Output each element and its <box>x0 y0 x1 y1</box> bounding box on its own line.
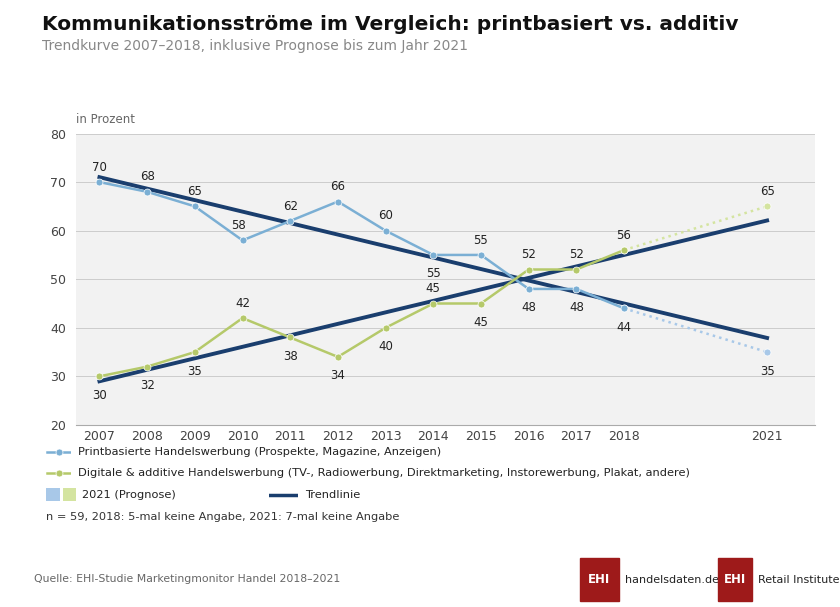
Text: Printbasierte Handelswerbung (Prospekte, Magazine, Anzeigen): Printbasierte Handelswerbung (Prospekte,… <box>78 447 441 457</box>
Text: handelsdaten.de: handelsdaten.de <box>625 575 719 585</box>
Text: 52: 52 <box>522 248 536 261</box>
Text: 60: 60 <box>378 209 393 222</box>
Text: 35: 35 <box>759 365 774 378</box>
Bar <box>580 558 618 601</box>
Text: EHI: EHI <box>724 573 746 586</box>
Text: EHI: EHI <box>588 573 610 586</box>
Text: 66: 66 <box>330 180 345 193</box>
Text: Digitale & additive Handelswerbung (TV-, Radiowerbung, Direktmarketing, Instorew: Digitale & additive Handelswerbung (TV-,… <box>78 469 690 478</box>
Text: Retail Institute®: Retail Institute® <box>758 575 840 585</box>
Text: Trendlinie: Trendlinie <box>305 490 360 500</box>
Text: 55: 55 <box>474 234 488 246</box>
Text: 52: 52 <box>569 248 584 261</box>
Text: 2021 (Prognose): 2021 (Prognose) <box>82 490 176 500</box>
Text: in Prozent: in Prozent <box>76 113 134 126</box>
Text: 48: 48 <box>569 302 584 314</box>
Bar <box>718 558 753 601</box>
Text: 42: 42 <box>235 297 250 310</box>
Text: Quelle: EHI-Studie Marketingmonitor Handel 2018–2021: Quelle: EHI-Studie Marketingmonitor Hand… <box>34 574 340 584</box>
Text: 55: 55 <box>426 268 441 280</box>
Text: 58: 58 <box>231 219 246 232</box>
Text: Kommunikationsströme im Vergleich: printbasiert vs. additiv: Kommunikationsströme im Vergleich: print… <box>42 15 738 34</box>
Text: 56: 56 <box>617 229 632 242</box>
Text: 44: 44 <box>617 321 632 334</box>
Text: 38: 38 <box>283 350 297 363</box>
Text: 65: 65 <box>187 185 202 198</box>
Text: 45: 45 <box>474 316 488 329</box>
Text: 70: 70 <box>92 161 107 174</box>
Text: 48: 48 <box>522 302 536 314</box>
Text: 62: 62 <box>283 200 297 212</box>
Text: 35: 35 <box>187 365 202 378</box>
Text: 30: 30 <box>92 389 107 402</box>
Text: 68: 68 <box>139 171 155 183</box>
Text: 45: 45 <box>426 282 441 295</box>
Text: 34: 34 <box>330 370 345 382</box>
Text: 65: 65 <box>759 185 774 198</box>
Text: 40: 40 <box>378 341 393 353</box>
Text: n = 59, 2018: 5-mal keine Angabe, 2021: 7-mal keine Angabe: n = 59, 2018: 5-mal keine Angabe, 2021: … <box>46 512 400 522</box>
Text: 32: 32 <box>139 379 155 392</box>
Text: Trendkurve 2007–2018, inklusive Prognose bis zum Jahr 2021: Trendkurve 2007–2018, inklusive Prognose… <box>42 39 468 53</box>
